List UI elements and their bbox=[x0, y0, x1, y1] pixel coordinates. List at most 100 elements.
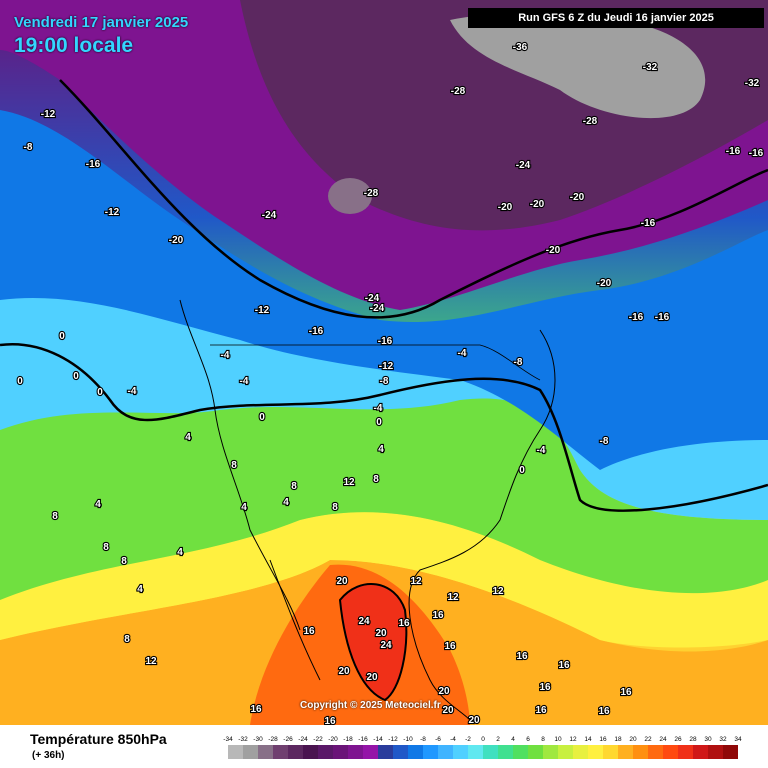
scale-swatch bbox=[408, 745, 423, 759]
scale-swatch bbox=[513, 745, 528, 759]
scale-swatch bbox=[348, 745, 363, 759]
temperature-label: 8 bbox=[291, 481, 297, 492]
temperature-label: -32 bbox=[643, 62, 658, 73]
scale-swatch bbox=[453, 745, 468, 759]
temperature-label: -20 bbox=[498, 202, 513, 213]
temperature-label: -4 bbox=[374, 403, 383, 414]
temperature-label: 20 bbox=[375, 628, 387, 639]
coastline-east bbox=[408, 329, 556, 721]
scale-tick-label: 16 bbox=[599, 736, 607, 743]
scale-swatch bbox=[318, 745, 333, 759]
temperature-label: 0 bbox=[59, 331, 65, 342]
temperature-label: 4 bbox=[378, 444, 384, 455]
temperature-label: 20 bbox=[438, 686, 450, 697]
temperature-label: 16 bbox=[444, 641, 456, 652]
temperature-label: 12 bbox=[410, 576, 422, 587]
temperature-label: 0 bbox=[97, 387, 103, 398]
temperature-label: 16 bbox=[398, 618, 410, 629]
temperature-label: -4 bbox=[537, 445, 546, 456]
scale-tick-label: -4 bbox=[450, 736, 456, 743]
temperature-label: 16 bbox=[598, 706, 610, 717]
temperature-label: 20 bbox=[366, 672, 378, 683]
scale-swatch bbox=[678, 745, 693, 759]
temperature-label: -32 bbox=[745, 78, 760, 89]
scale-swatch bbox=[258, 745, 273, 759]
scale-tick-label: -28 bbox=[268, 736, 278, 743]
scale-tick-label: 24 bbox=[659, 736, 667, 743]
temperature-label: -24 bbox=[262, 210, 277, 221]
temperature-label: -16 bbox=[726, 146, 741, 157]
scale-tick-label: 18 bbox=[614, 736, 622, 743]
border-canada-us bbox=[210, 344, 541, 381]
scale-tick-label: -26 bbox=[283, 736, 293, 743]
scale-tick-label: -16 bbox=[358, 736, 368, 743]
temperature-label: -20 bbox=[597, 278, 612, 289]
scale-swatch bbox=[438, 745, 453, 759]
temperature-label: 20 bbox=[442, 705, 454, 716]
temperature-label: -16 bbox=[749, 148, 764, 159]
legend-lead-time: (+ 36h) bbox=[32, 750, 65, 761]
temperature-label: 16 bbox=[250, 704, 262, 715]
scale-tick-label: 14 bbox=[584, 736, 592, 743]
scale-tick-label: 8 bbox=[541, 736, 545, 743]
temperature-label: -16 bbox=[641, 218, 656, 229]
temperature-label: 4 bbox=[95, 499, 101, 510]
temperature-label: -16 bbox=[629, 312, 644, 323]
scale-swatch bbox=[648, 745, 663, 759]
scale-tick-label: 22 bbox=[644, 736, 652, 743]
temperature-label: 12 bbox=[145, 656, 157, 667]
temperature-label: -4 bbox=[128, 386, 137, 397]
legend-bar: Température 850hPa (+ 36h) -34 -32 -30 -28-… bbox=[0, 725, 768, 768]
scale-tick-label: -20 bbox=[328, 736, 338, 743]
temperature-label: 16 bbox=[303, 626, 315, 637]
temperature-label: 4 bbox=[241, 502, 247, 513]
scale-swatch bbox=[468, 745, 483, 759]
extreme-cold-zone bbox=[450, 12, 706, 119]
temperature-label: 12 bbox=[447, 592, 459, 603]
temperature-label: 24 bbox=[380, 640, 392, 651]
scale-tick-label: -30 bbox=[253, 736, 263, 743]
temperature-label: 8 bbox=[121, 556, 127, 567]
scale-tick-label: 34 bbox=[734, 736, 742, 743]
model-run-info: Run GFS 6 Z du Jeudi 16 janvier 2025 bbox=[468, 8, 764, 28]
temperature-label: 8 bbox=[332, 502, 338, 513]
scale-swatch bbox=[588, 745, 603, 759]
temperature-label: -20 bbox=[169, 235, 184, 246]
scale-swatch bbox=[693, 745, 708, 759]
temperature-label: -8 bbox=[380, 376, 389, 387]
scale-tick-label: 28 bbox=[689, 736, 697, 743]
temperature-map: -36-32-32-28-28-28-24-24-24-24-20 -20-20-… bbox=[0, 0, 768, 725]
scale-swatch bbox=[603, 745, 618, 759]
scale-tick-label: -32 bbox=[238, 736, 248, 743]
blue-zone bbox=[0, 110, 768, 470]
scale-swatch bbox=[663, 745, 678, 759]
temperature-label: -16 bbox=[309, 326, 324, 337]
temperature-label: -12 bbox=[41, 109, 56, 120]
scale-swatch bbox=[273, 745, 288, 759]
temperature-label: -28 bbox=[364, 188, 379, 199]
temperature-label: 16 bbox=[432, 610, 444, 621]
temperature-label: -12 bbox=[105, 207, 120, 218]
scale-tick-label: 6 bbox=[526, 736, 530, 743]
temperature-labels: -36-32-32-28-28-28-24-24-24-24-20 -20-20-… bbox=[16, 41, 765, 725]
temperature-label: -4 bbox=[240, 376, 249, 387]
temperature-label: 16 bbox=[558, 660, 570, 671]
temperature-label: -8 bbox=[600, 436, 609, 447]
temperature-label: 4 bbox=[177, 547, 183, 558]
temperature-label: -20 bbox=[530, 199, 545, 210]
scale-swatch bbox=[228, 745, 243, 759]
temperature-label: 0 bbox=[259, 412, 265, 423]
temperature-label: -8 bbox=[514, 357, 523, 368]
scale-tick-label: 0 bbox=[481, 736, 485, 743]
temperature-label: 20 bbox=[468, 715, 480, 725]
copyright-notice: Copyright © 2025 Meteociel.fr bbox=[300, 700, 441, 711]
cold-pocket bbox=[328, 178, 372, 214]
temperature-label: -16 bbox=[655, 312, 670, 323]
temperature-label: -28 bbox=[451, 86, 466, 97]
temperature-label: 8 bbox=[52, 511, 58, 522]
yellow-zone bbox=[0, 512, 768, 648]
scale-tick-label: 30 bbox=[704, 736, 712, 743]
temperature-label: 8 bbox=[373, 474, 379, 485]
legend-title: Température 850hPa bbox=[30, 731, 167, 747]
scale-swatch bbox=[498, 745, 513, 759]
